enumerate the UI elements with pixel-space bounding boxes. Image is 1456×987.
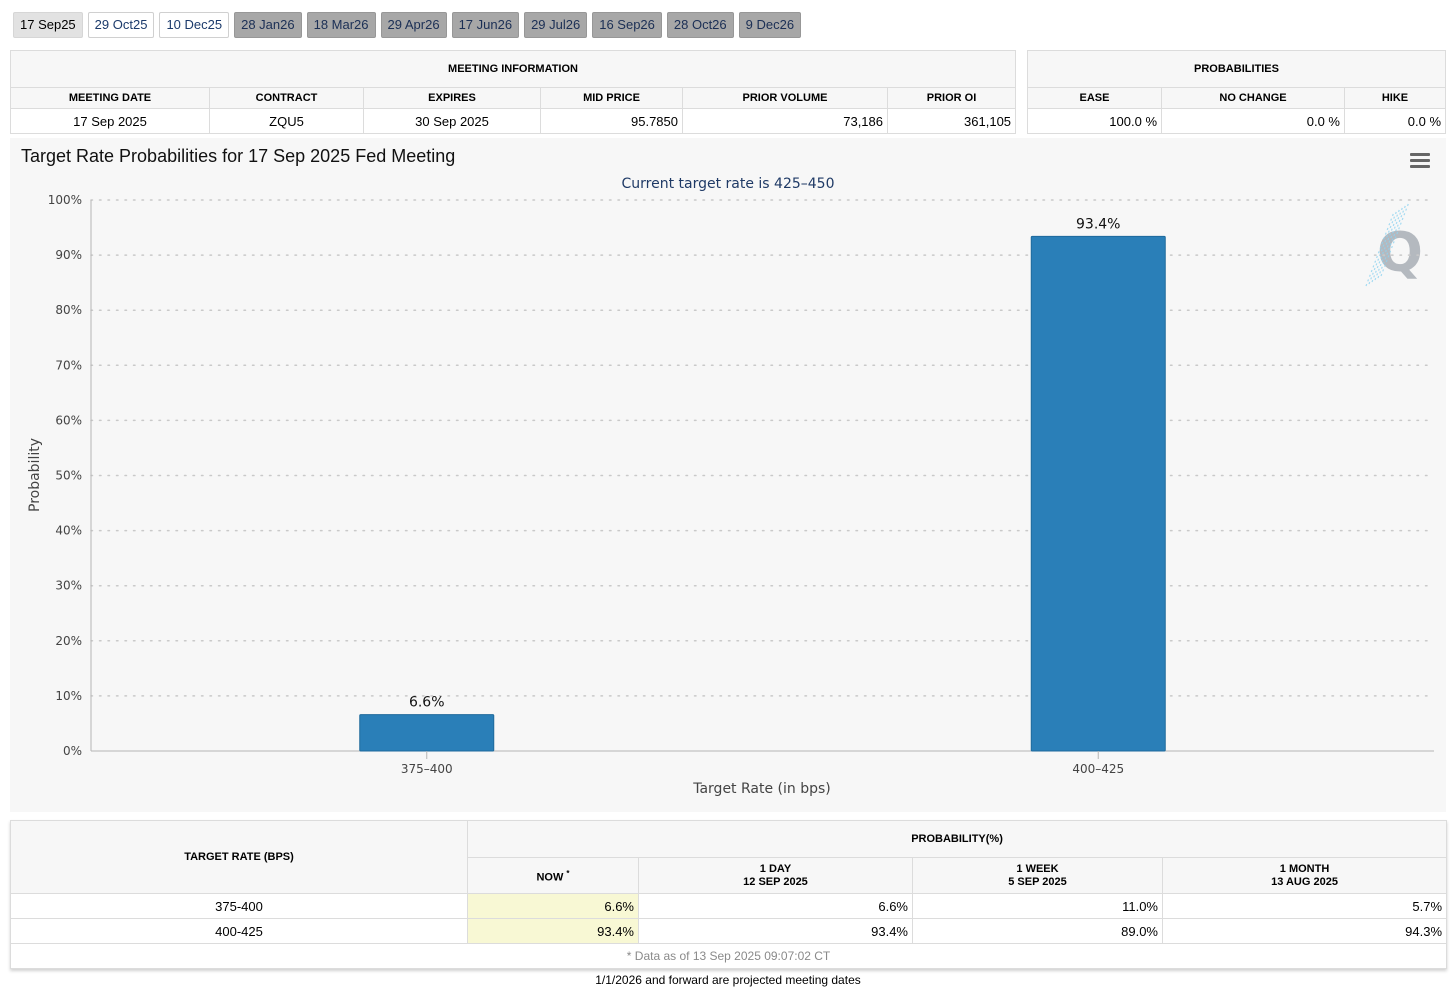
no-change-value: 0.0 % [1161, 108, 1345, 134]
y-tick-label: 10% [55, 689, 82, 703]
y-tick-label: 30% [55, 579, 82, 593]
chart-panel: Target Rate Probabilities for 17 Sep 202… [10, 138, 1446, 812]
header-now: NOW * [467, 857, 639, 894]
watermark-streak [1380, 201, 1410, 277]
y-tick-label: 60% [55, 413, 82, 427]
tab-28-jan26[interactable]: 28 Jan26 [234, 12, 302, 38]
target-rate-chart: Current target rate is 425–450 Probabili… [27, 176, 1435, 797]
tab-16-sep26[interactable]: 16 Sep26 [592, 12, 662, 38]
tab-29-oct25[interactable]: 29 Oct25 [87, 12, 155, 38]
y-tick-label: 90% [55, 248, 82, 262]
y-tick-label: 80% [55, 303, 82, 317]
header-1-day-line2: 12 SEP 2025 [743, 875, 808, 888]
rate-cell: 400-425 [10, 918, 468, 944]
chart-subtitle: Current target rate is 425–450 [621, 176, 834, 192]
watermark-streak [1374, 205, 1404, 281]
meeting-date-value: 17 Sep 2025 [10, 108, 210, 134]
now-marker: * [566, 868, 570, 878]
ease-value: 100.0 % [1027, 108, 1162, 134]
day-cell: 93.4% [638, 918, 913, 944]
table-row: 400-425 93.4% 93.4% 89.0% 94.3% [10, 918, 1448, 944]
header-1-week-line1: 1 WEEK [1016, 862, 1059, 875]
header-prior-volume: PRIOR VOLUME [682, 87, 888, 109]
y-tick-label: 0% [63, 744, 82, 758]
now-cell: 93.4% [467, 918, 639, 944]
watermark-streak [1365, 211, 1395, 287]
header-1-day: 1 DAY 12 SEP 2025 [638, 857, 913, 894]
month-cell: 5.7% [1161, 893, 1448, 919]
chart-gridlines [90, 199, 1435, 752]
watermark-streak [1368, 209, 1398, 285]
header-ease: EASE [1027, 87, 1162, 109]
meeting-date-tabs: 17 Sep25 29 Oct25 10 Dec25 28 Jan26 18 M… [13, 12, 802, 38]
rate-cell: 375-400 [10, 893, 468, 919]
y-tick-label: 40% [55, 524, 82, 538]
tab-17-jun26[interactable]: 17 Jun26 [451, 12, 520, 38]
y-tick-label: 20% [55, 634, 82, 648]
prior-volume-value: 73,186 [682, 108, 888, 134]
day-cell: 6.6% [638, 893, 913, 919]
header-1-week-line2: 5 SEP 2025 [1008, 875, 1067, 888]
header-expires: EXPIRES [363, 87, 541, 109]
month-cell: 94.3% [1161, 918, 1448, 944]
table-row: 375-400 6.6% 6.6% 11.0% 5.7% [10, 893, 1448, 919]
hike-value: 0.0 % [1343, 108, 1447, 134]
expires-value: 30 Sep 2025 [363, 108, 541, 134]
watermark-streaks [1365, 201, 1410, 287]
tab-29-jul26[interactable]: 29 Jul26 [524, 12, 588, 38]
chart-title: Target Rate Probabilities for 17 Sep 202… [21, 146, 456, 166]
week-cell: 11.0% [912, 893, 1163, 919]
header-prior-oi: PRIOR OI [886, 87, 1017, 109]
header-1-week: 1 WEEK 5 SEP 2025 [912, 857, 1163, 894]
meeting-information-title: MEETING INFORMATION [9, 50, 1017, 88]
header-1-month-line2: 13 AUG 2025 [1271, 875, 1338, 888]
header-hike: HIKE [1343, 87, 1447, 109]
y-axis-label: Probability [27, 438, 43, 512]
header-1-day-line1: 1 DAY [759, 862, 792, 875]
now-label: NOW [536, 871, 564, 884]
header-1-month: 1 MONTH 13 AUG 2025 [1161, 857, 1448, 894]
header-mid-price: MID PRICE [540, 87, 683, 109]
week-cell: 89.0% [912, 918, 1163, 944]
tab-28-oct26[interactable]: 28 Oct26 [666, 12, 734, 38]
header-contract: CONTRACT [209, 87, 364, 109]
tab-17-sep25[interactable]: 17 Sep25 [13, 12, 83, 38]
tab-9-dec26[interactable]: 9 Dec26 [738, 12, 802, 38]
y-tick-label: 100% [48, 193, 82, 207]
probabilities-title: PROBABILITIES [1026, 50, 1447, 88]
tab-29-apr26[interactable]: 29 Apr26 [380, 12, 447, 38]
projected-dates-note: 1/1/2026 and forward are projected meeti… [595, 973, 861, 987]
x-tick-label: 400–425 [1072, 762, 1124, 776]
prior-oi-value: 361,105 [886, 108, 1017, 134]
y-tick-label: 70% [55, 358, 82, 372]
bar-data-label: 93.4% [1076, 216, 1120, 232]
chart-bars: 6.6% 93.4% [359, 216, 1166, 752]
x-axis-ticks: 375–400 400–425 [401, 751, 1124, 776]
y-axis-ticks: 0% 10% 20% 30% 40% 50% 60% 70% 80% 90% 100% [48, 193, 82, 758]
tab-18-mar26[interactable]: 18 Mar26 [306, 12, 376, 38]
y-tick-label: 50% [55, 469, 82, 483]
target-rate-probability-table: TARGET RATE (BPS) PROBABILITY(%) NOW * 1… [9, 820, 1448, 969]
bar-data-label: 6.6% [409, 695, 445, 711]
x-tick-label: 375–400 [401, 762, 453, 776]
chart-menu-icon[interactable] [1410, 153, 1430, 169]
data-timestamp-note: * Data as of 13 Sep 2025 09:07:02 CT [9, 943, 1448, 969]
contract-value: ZQU5 [209, 108, 364, 134]
header-no-change: NO CHANGE [1161, 87, 1345, 109]
probabilities-table: PROBABILITIES EASE NO CHANGE HIKE 100.0 … [1026, 50, 1447, 134]
mid-price-value: 95.7850 [540, 108, 683, 134]
watermark-streak [1377, 203, 1407, 279]
bar [359, 714, 495, 752]
watermark-logo: Q [1377, 221, 1423, 284]
meeting-information-table: MEETING INFORMATION MEETING DATE CONTRAC… [9, 50, 1017, 134]
header-probability: PROBABILITY(%) [466, 820, 1448, 858]
watermark-streak [1371, 207, 1401, 283]
tab-10-dec25[interactable]: 10 Dec25 [159, 12, 230, 38]
x-axis-label: Target Rate (in bps) [692, 781, 831, 797]
header-meeting-date: MEETING DATE [10, 87, 210, 109]
header-1-month-line1: 1 MONTH [1279, 862, 1330, 875]
header-target-rate: TARGET RATE (BPS) [10, 820, 468, 894]
bar [1030, 235, 1166, 752]
now-cell: 6.6% [467, 893, 639, 919]
